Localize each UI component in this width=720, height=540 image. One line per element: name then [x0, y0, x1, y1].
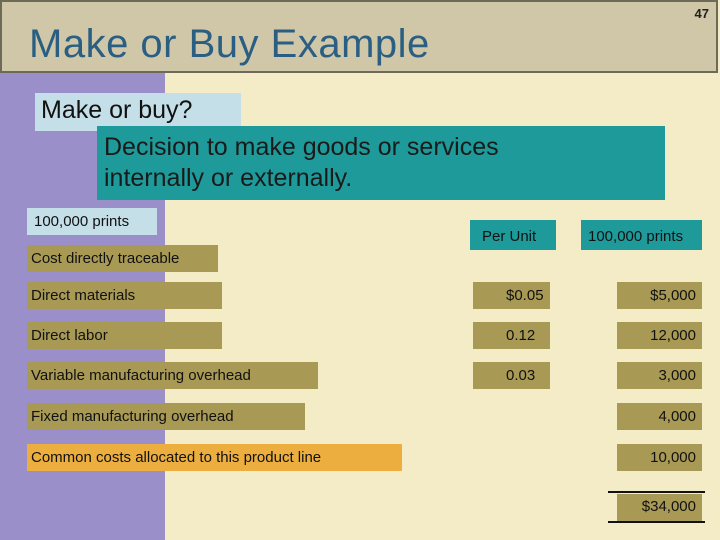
cell-total-direct-materials: $5,000 [617, 282, 702, 309]
cell-total-direct-labor: 12,000 [617, 322, 702, 349]
cell-per-unit-variable-overhead: 0.03 [473, 362, 550, 389]
row-label-direct-materials: Direct materials [27, 282, 222, 309]
cell-per-unit-direct-labor: 0.12 [473, 322, 550, 349]
grand-total: $34,000 [617, 494, 702, 523]
prints-label: 100,000 prints [27, 208, 157, 235]
definition-box: Decision to make goods or services inter… [97, 126, 665, 200]
row-label-fixed-manufacturing-overhead: Fixed manufacturing overhead [27, 403, 305, 430]
total-rule-top [608, 491, 705, 493]
cell-total-fixed-overhead: 4,000 [617, 403, 702, 430]
row-label-direct-labor: Direct labor [27, 322, 222, 349]
definition-line-1: Decision to make goods or services [104, 133, 499, 161]
total-rule-bottom [608, 521, 705, 523]
question-box: Make or buy? [35, 93, 241, 131]
slide-title: Make or Buy Example [29, 22, 430, 66]
slide-number: 47 [694, 6, 709, 21]
column-header-prints: 100,000 prints [581, 220, 702, 250]
row-label-common-costs: Common costs allocated to this product l… [27, 444, 402, 471]
section-label-cost-directly-traceable: Cost directly traceable [27, 245, 218, 272]
cell-per-unit-direct-materials: $0.05 [473, 282, 550, 309]
definition-line-2: internally or externally. [104, 164, 353, 192]
column-header-per-unit: Per Unit [470, 220, 556, 250]
title-bar: Make or Buy Example 47 [0, 0, 718, 73]
row-label-variable-manufacturing-overhead: Variable manufacturing overhead [27, 362, 318, 389]
cell-total-common-costs: 10,000 [617, 444, 702, 471]
cell-total-variable-overhead: 3,000 [617, 362, 702, 389]
